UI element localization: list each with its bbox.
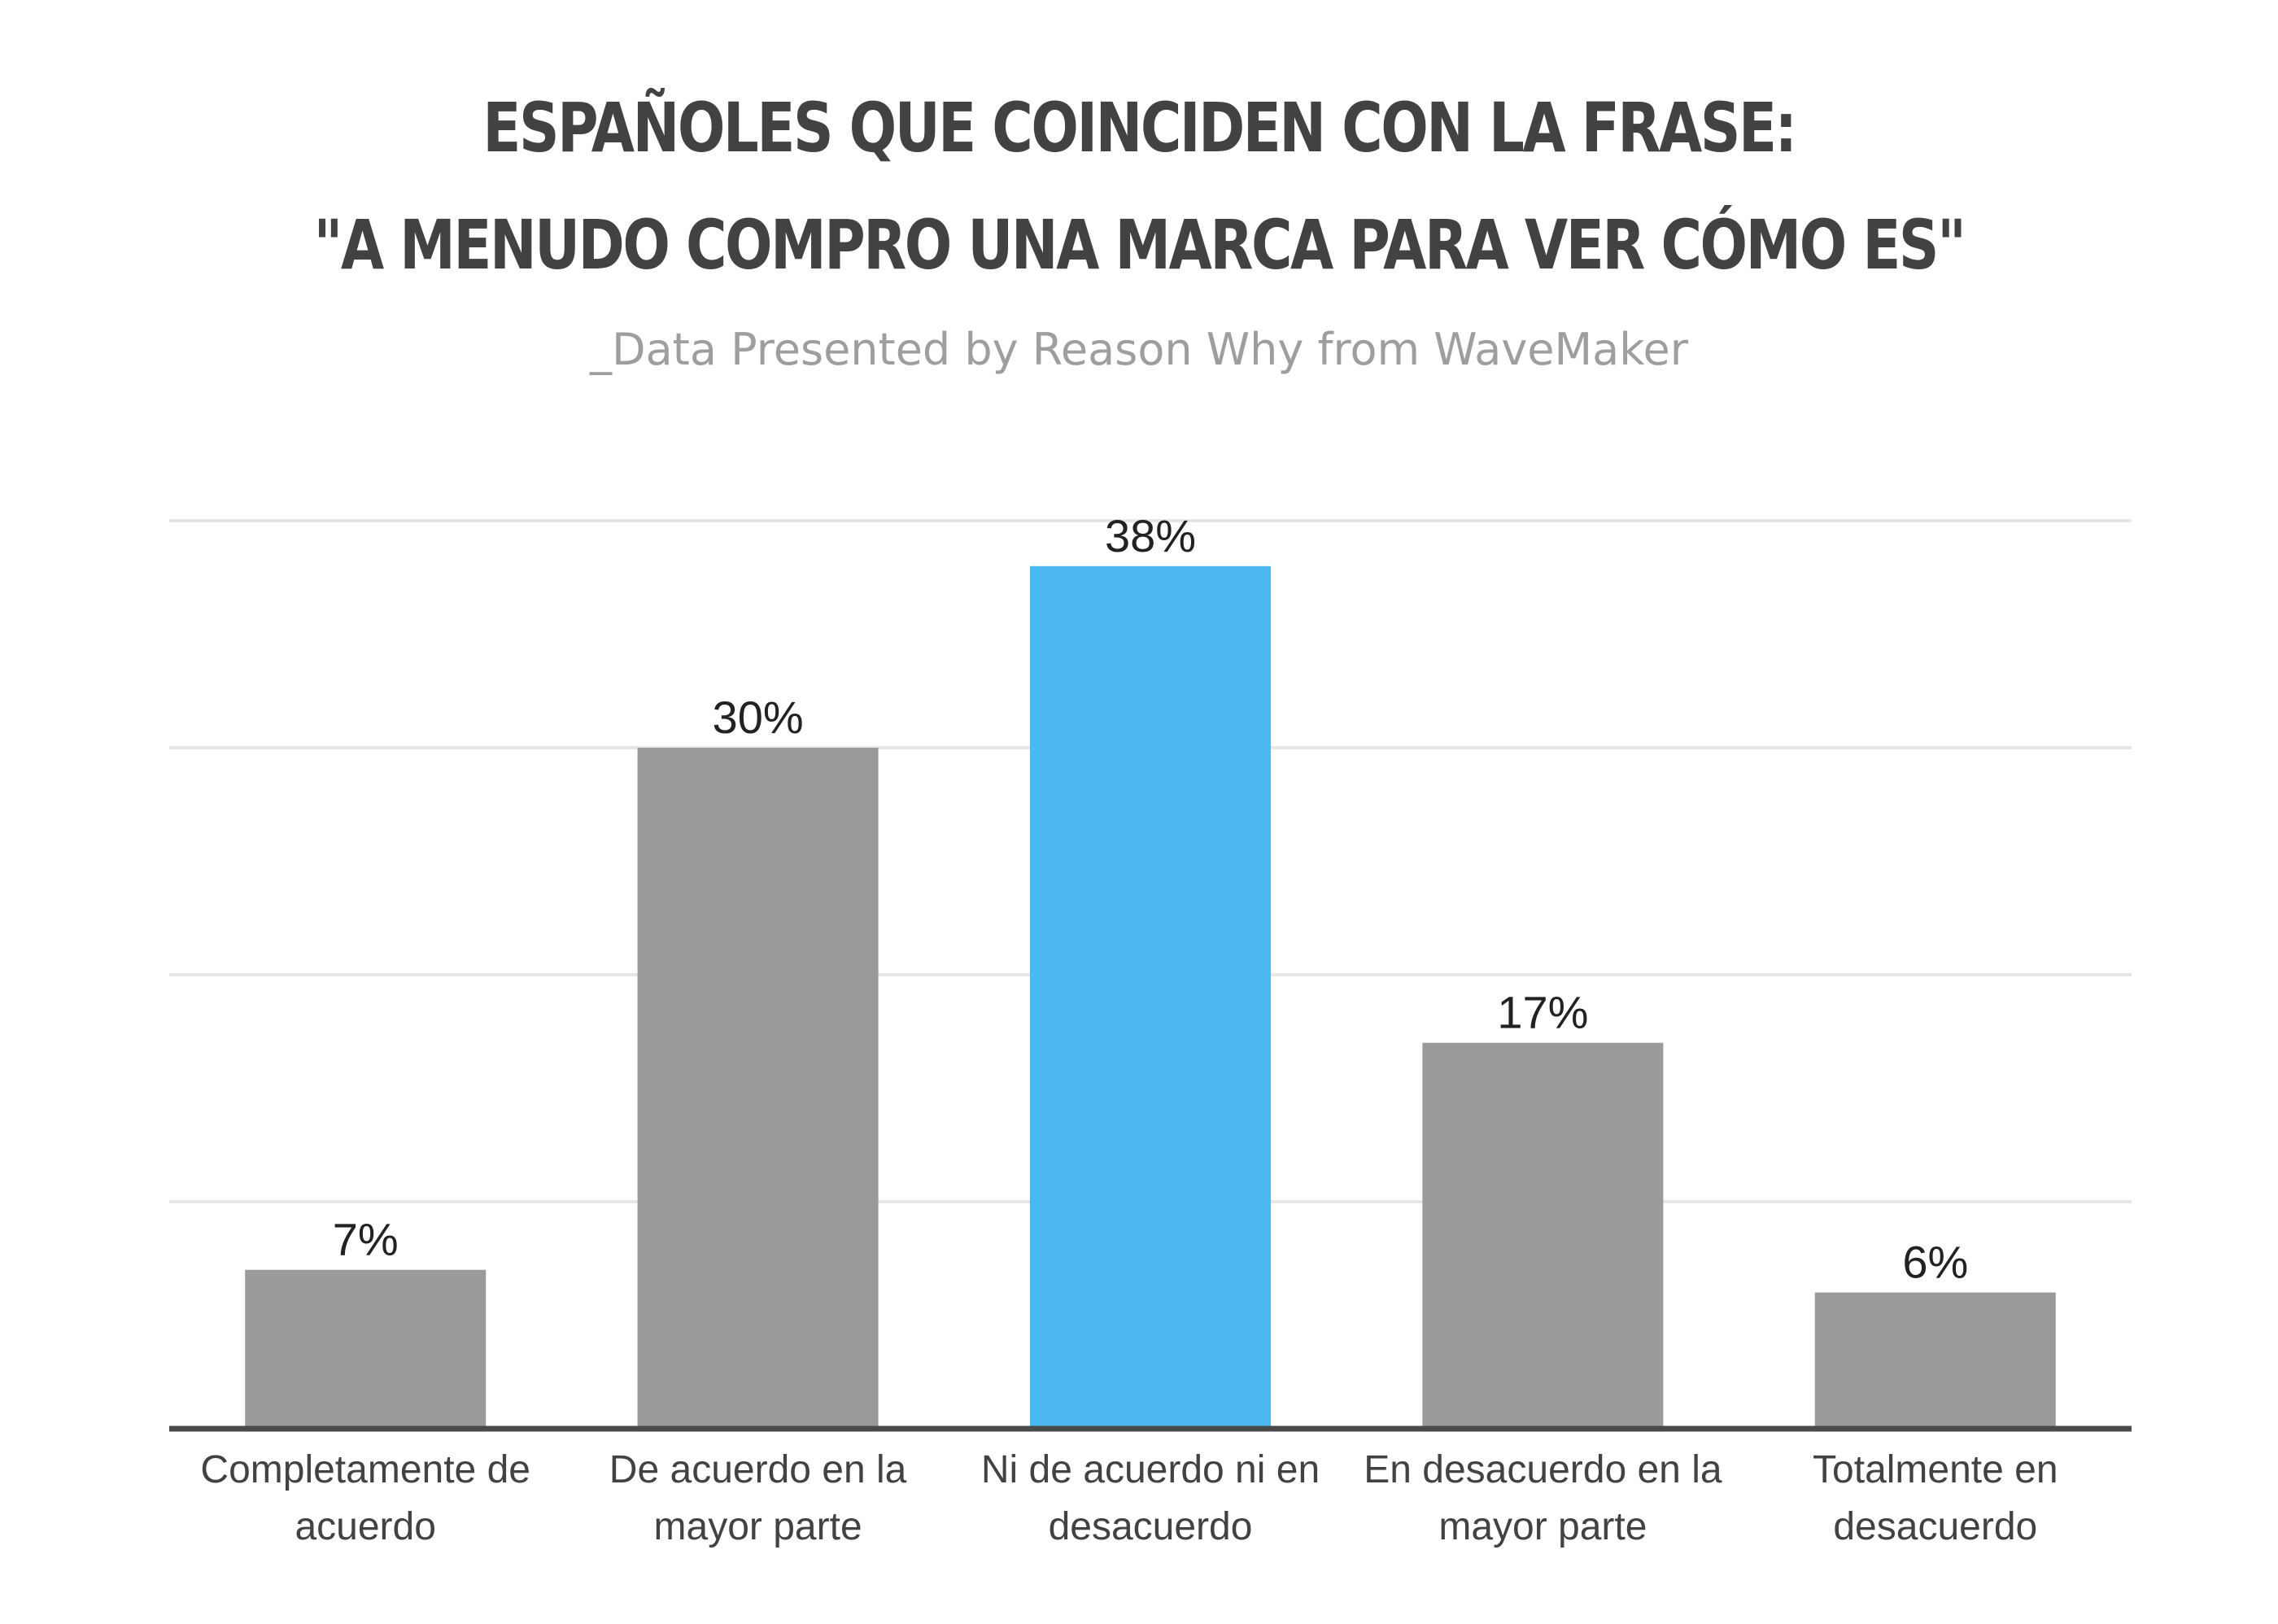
category-label-3-line-2: desacuerdo xyxy=(1049,1505,1253,1548)
data-label-1: 7% xyxy=(333,1214,399,1265)
category-label-3-line-1: Ni de acuerdo ni en xyxy=(981,1448,1320,1491)
category-label-5: Totalmente en desacuerdo xyxy=(1813,1448,2058,1548)
category-label-5-line-2: desacuerdo xyxy=(1833,1505,2037,1548)
bar-5 xyxy=(1814,1292,2056,1429)
bar-2 xyxy=(637,748,879,1429)
category-label-2: De acuerdo en la mayor parte xyxy=(609,1448,907,1548)
bar-1 xyxy=(245,1269,487,1429)
data-label-3: 38% xyxy=(1105,510,1196,561)
category-label-4-line-1: En desacuerdo en la xyxy=(1364,1448,1722,1491)
category-label-5-line-1: Totalmente en xyxy=(1813,1448,2058,1491)
category-label-2-line-2: mayor parte xyxy=(654,1505,862,1548)
category-label-2-line-1: De acuerdo en la xyxy=(609,1448,907,1491)
chart-subtitle: _Data Presented by Reason Why from WaveM… xyxy=(590,324,1688,375)
data-label-5: 6% xyxy=(1902,1237,1968,1288)
bar-4 xyxy=(1422,1042,1664,1429)
category-label-1-line-2: acuerdo xyxy=(295,1505,435,1548)
data-label-4: 17% xyxy=(1497,987,1588,1038)
category-label-1-line-1: Completamente de xyxy=(200,1448,530,1491)
category-label-1: Completamente de acuerdo xyxy=(200,1448,530,1548)
category-label-4: En desacuerdo en la mayor parte xyxy=(1364,1448,1722,1548)
bar-3 xyxy=(1030,565,1271,1429)
chart-title-line-1: ESPAÑOLES QUE COINCIDEN CON LA FRASE: xyxy=(482,88,1797,168)
data-label-2: 30% xyxy=(713,692,804,743)
chart-title-line-2: "A MENUDO COMPRO UNA MARCA PARA VER CÓMO… xyxy=(313,205,1966,285)
category-label-3: Ni de acuerdo ni en desacuerdo xyxy=(981,1448,1320,1548)
category-label-4-line-2: mayor parte xyxy=(1438,1505,1647,1548)
